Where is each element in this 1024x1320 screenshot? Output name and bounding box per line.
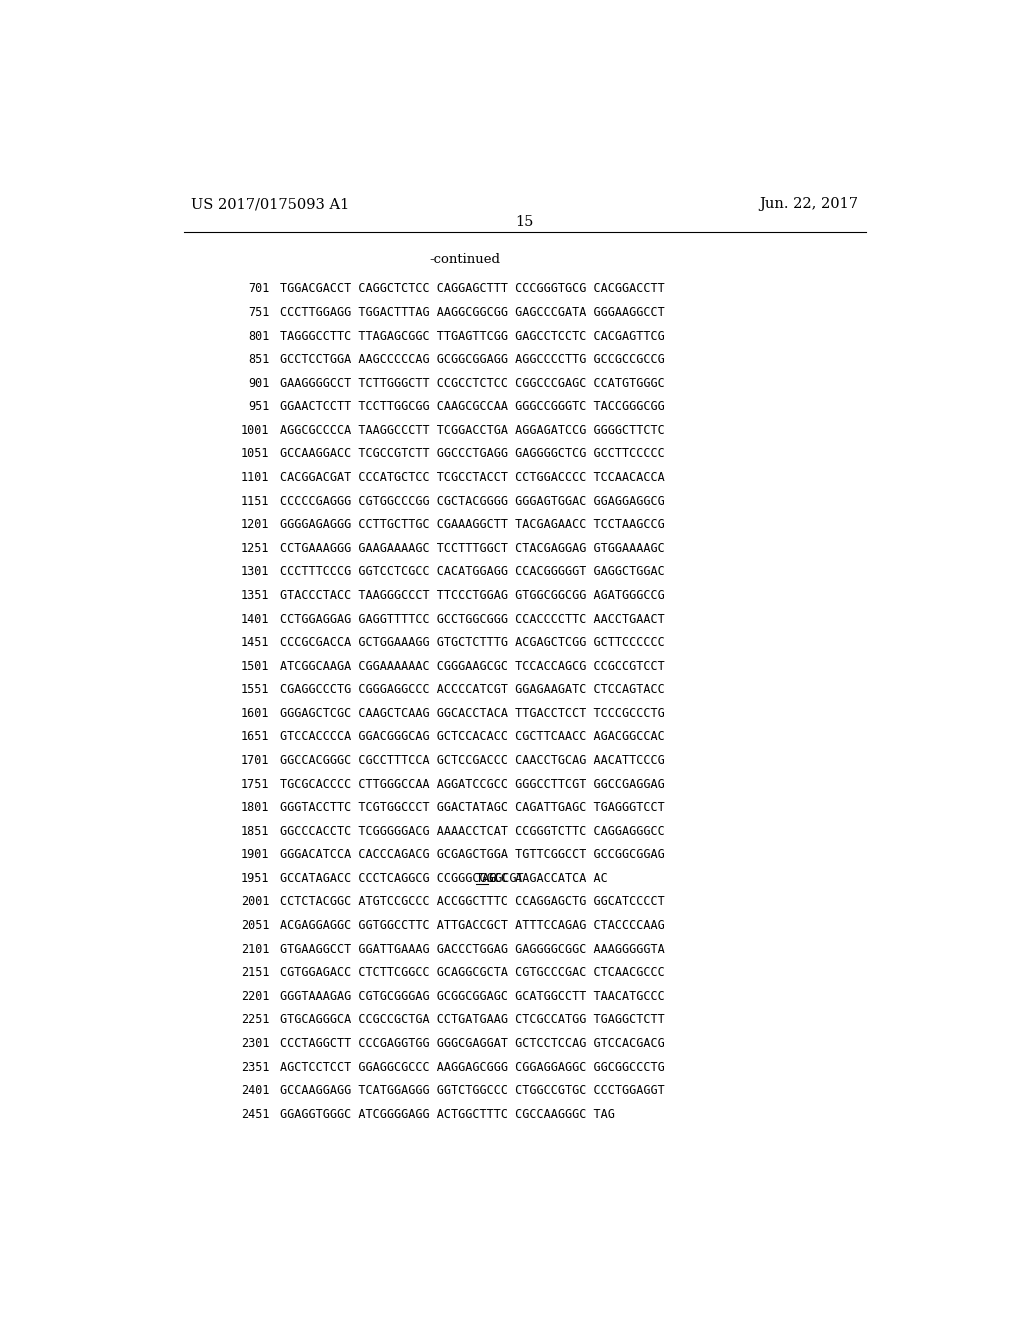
Text: 2101: 2101: [241, 942, 269, 956]
Text: 1201: 1201: [241, 519, 269, 531]
Text: 2251: 2251: [241, 1014, 269, 1027]
Text: GGGTACCTTC TCGTGGCCCT GGACTATAGC CAGATTGAGC TGAGGGTCCT: GGGTACCTTC TCGTGGCCCT GGACTATAGC CAGATTG…: [281, 801, 666, 814]
Text: GGGACATCCA CACCCAGACG GCGAGCTGGA TGTTCGGCCT GCCGGCGGAG: GGGACATCCA CACCCAGACG GCGAGCTGGA TGTTCGG…: [281, 849, 666, 862]
Text: TGGACGACCT CAGGCTCTCC CAGGAGCTTT CCCGGGTGCG CACGGACCTT: TGGACGACCT CAGGCTCTCC CAGGAGCTTT CCCGGGT…: [281, 282, 666, 296]
Text: GGGGAGAGGG CCTTGCTTGC CGAAAGGCTT TACGAGAACC TCCTAAGCCG: GGGGAGAGGG CCTTGCTTGC CGAAAGGCTT TACGAGA…: [281, 519, 666, 531]
Text: GGCCCACCTC TCGGGGGACG AAAACCTCAT CCGGGTCTTC CAGGAGGGCC: GGCCCACCTC TCGGGGGACG AAAACCTCAT CCGGGTC…: [281, 825, 666, 838]
Text: US 2017/0175093 A1: US 2017/0175093 A1: [191, 197, 350, 211]
Text: GGAGGTGGGC ATCGGGGAGG ACTGGCTTTC CGCCAAGGGC TAG: GGAGGTGGGC ATCGGGGAGG ACTGGCTTTC CGCCAAG…: [281, 1107, 615, 1121]
Text: 1651: 1651: [241, 730, 269, 743]
Text: ACGAGGAGGC GGTGGCCTTC ATTGACCGCT ATTTCCAGAG CTACCCCAAG: ACGAGGAGGC GGTGGCCTTC ATTGACCGCT ATTTCCA…: [281, 919, 666, 932]
Text: AGCTCCTCCT GGAGGCGCCC AAGGAGCGGG CGGAGGAGGC GGCGGCCCTG: AGCTCCTCCT GGAGGCGCCC AAGGAGCGGG CGGAGGA…: [281, 1060, 666, 1073]
Text: 2301: 2301: [241, 1038, 269, 1049]
Text: GGGAGCTCGC CAAGCTCAAG GGCACCTACA TTGACCTCCT TCCCGCCCTG: GGGAGCTCGC CAAGCTCAAG GGCACCTACA TTGACCT…: [281, 706, 666, 719]
Text: CCCCCGAGGG CGTGGCCCGG CGCTACGGGG GGGAGTGGAC GGAGGAGGCG: CCCCCGAGGG CGTGGCCCGG CGCTACGGGG GGGAGTG…: [281, 495, 666, 508]
Text: 851: 851: [248, 354, 269, 366]
Text: GTGAAGGCCT GGATTGAAAG GACCCTGGAG GAGGGGCGGC AAAGGGGGTA: GTGAAGGCCT GGATTGAAAG GACCCTGGAG GAGGGGC…: [281, 942, 666, 956]
Text: 15: 15: [516, 215, 534, 230]
Text: GGAACTCCTT TCCTTGGCGG CAAGCGCCAA GGGCCGGGTC TACCGGGCGG: GGAACTCCTT TCCTTGGCGG CAAGCGCCAA GGGCCGG…: [281, 400, 666, 413]
Text: CCCTAGGCTT CCCGAGGTGG GGGCGAGGAT GCTCCTCCAG GTCCACGACG: CCCTAGGCTT CCCGAGGTGG GGGCGAGGAT GCTCCTC…: [281, 1038, 666, 1049]
Text: GTGCAGGGCA CCGCCGCTGA CCTGATGAAG CTCGCCATGG TGAGGCTCTT: GTGCAGGGCA CCGCCGCTGA CCTGATGAAG CTCGCCA…: [281, 1014, 666, 1027]
Text: 2151: 2151: [241, 966, 269, 979]
Text: 2401: 2401: [241, 1084, 269, 1097]
Text: TAGGGCCTTC TTAGAGCGGC TTGAGTTCGG GAGCCTCCTC CACGAGTTCG: TAGGGCCTTC TTAGAGCGGC TTGAGTTCGG GAGCCTC…: [281, 330, 666, 343]
Text: GCCATAGACC CCCTCAGGCG CCGGGCGGCC AAGACCATCA AC: GCCATAGACC CCCTCAGGCG CCGGGCGGCC AAGACCA…: [281, 873, 608, 884]
Text: Jun. 22, 2017: Jun. 22, 2017: [759, 197, 858, 211]
Text: 1751: 1751: [241, 777, 269, 791]
Text: 1851: 1851: [241, 825, 269, 838]
Text: 701: 701: [248, 282, 269, 296]
Text: 1301: 1301: [241, 565, 269, 578]
Text: TAC: TAC: [476, 873, 497, 884]
Text: 1901: 1901: [241, 849, 269, 862]
Text: 1251: 1251: [241, 541, 269, 554]
Text: 801: 801: [248, 330, 269, 343]
Text: GTCCACCCCA GGACGGGCAG GCTCCACACC CGCTTCAACC AGACGGCCAC: GTCCACCCCA GGACGGGCAG GCTCCACACC CGCTTCA…: [281, 730, 666, 743]
Text: CCCTTTCCCG GGTCCTCGCC CACATGGAGG CCACGGGGGT GAGGCTGGAC: CCCTTTCCCG GGTCCTCGCC CACATGGAGG CCACGGG…: [281, 565, 666, 578]
Text: 1001: 1001: [241, 424, 269, 437]
Text: 2051: 2051: [241, 919, 269, 932]
Text: TGCGCACCCC CTTGGGCCAA AGGATCCGCC GGGCCTTCGT GGCCGAGGAG: TGCGCACCCC CTTGGGCCAA AGGATCCGCC GGGCCTT…: [281, 777, 666, 791]
Text: 2351: 2351: [241, 1060, 269, 1073]
Text: CCCTTGGAGG TGGACTTTAG AAGGCGGCGG GAGCCCGATA GGGAAGGCCT: CCCTTGGAGG TGGACTTTAG AAGGCGGCGG GAGCCCG…: [281, 306, 666, 319]
Text: GGCCACGGGC CGCCTTTCCA GCTCCGACCC CAACCTGCAG AACATTCCCG: GGCCACGGGC CGCCTTTCCA GCTCCGACCC CAACCTG…: [281, 754, 666, 767]
Text: 1051: 1051: [241, 447, 269, 461]
Text: CCTGAAAGGG GAAGAAAAGC TCCTTTGGCT CTACGAGGAG GTGGAAAAGC: CCTGAAAGGG GAAGAAAAGC TCCTTTGGCT CTACGAG…: [281, 541, 666, 554]
Text: 1601: 1601: [241, 706, 269, 719]
Text: 1551: 1551: [241, 684, 269, 696]
Text: CGAGGCCCTG CGGGAGGCCC ACCCCATCGT GGAGAAGATC CTCCAGTACC: CGAGGCCCTG CGGGAGGCCC ACCCCATCGT GGAGAAG…: [281, 684, 666, 696]
Text: 751: 751: [248, 306, 269, 319]
Text: 1701: 1701: [241, 754, 269, 767]
Text: GGCGT: GGCGT: [488, 873, 524, 884]
Text: GTACCCTACC TAAGGGCCCT TTCCCTGGAG GTGGCGGCGG AGATGGGCCG: GTACCCTACC TAAGGGCCCT TTCCCTGGAG GTGGCGG…: [281, 589, 666, 602]
Text: GGGTAAAGAG CGTGCGGGAG GCGGCGGAGC GCATGGCCTT TAACATGCCC: GGGTAAAGAG CGTGCGGGAG GCGGCGGAGC GCATGGC…: [281, 990, 666, 1003]
Text: GCCTCCTGGA AAGCCCCCAG GCGGCGGAGG AGGCCCCTTG GCCGCCGCCG: GCCTCCTGGA AAGCCCCCAG GCGGCGGAGG AGGCCCC…: [281, 354, 666, 366]
Text: 2201: 2201: [241, 990, 269, 1003]
Text: 951: 951: [248, 400, 269, 413]
Text: CCTCTACGGC ATGTCCGCCC ACCGGCTTTC CCAGGAGCTG GGCATCCCCT: CCTCTACGGC ATGTCCGCCC ACCGGCTTTC CCAGGAG…: [281, 895, 666, 908]
Text: 1401: 1401: [241, 612, 269, 626]
Text: 2001: 2001: [241, 895, 269, 908]
Text: 2451: 2451: [241, 1107, 269, 1121]
Text: CCTGGAGGAG GAGGTTTTCC GCCTGGCGGG CCACCCCTTC AACCTGAACT: CCTGGAGGAG GAGGTTTTCC GCCTGGCGGG CCACCCC…: [281, 612, 666, 626]
Text: CACGGACGAT CCCATGCTCC TCGCCTACCT CCTGGACCCC TCCAACACCA: CACGGACGAT CCCATGCTCC TCGCCTACCT CCTGGAC…: [281, 471, 666, 484]
Text: GCCAAGGAGG TCATGGAGGG GGTCTGGCCC CTGGCCGTGC CCCTGGAGGT: GCCAAGGAGG TCATGGAGGG GGTCTGGCCC CTGGCCG…: [281, 1084, 666, 1097]
Text: GCCAAGGACC TCGCCGTCTT GGCCCTGAGG GAGGGGCTCG GCCTTCCCCC: GCCAAGGACC TCGCCGTCTT GGCCCTGAGG GAGGGGC…: [281, 447, 666, 461]
Text: 1451: 1451: [241, 636, 269, 649]
Text: ATCGGCAAGA CGGAAAAAAC CGGGAAGCGC TCCACCAGCG CCGCCGTCCT: ATCGGCAAGA CGGAAAAAAC CGGGAAGCGC TCCACCA…: [281, 660, 666, 673]
Text: -continued: -continued: [430, 253, 501, 265]
Text: 1151: 1151: [241, 495, 269, 508]
Text: 1351: 1351: [241, 589, 269, 602]
Text: GAAGGGGCCT TCTTGGGCTT CCGCCTCTCC CGGCCCGAGC CCATGTGGGC: GAAGGGGCCT TCTTGGGCTT CCGCCTCTCC CGGCCCG…: [281, 376, 666, 389]
Text: 901: 901: [248, 376, 269, 389]
Text: 1951: 1951: [241, 873, 269, 884]
Text: AGGCGCCCCA TAAGGCCCTT TCGGACCTGA AGGAGATCCG GGGGCTTCTC: AGGCGCCCCA TAAGGCCCTT TCGGACCTGA AGGAGAT…: [281, 424, 666, 437]
Text: 1801: 1801: [241, 801, 269, 814]
Text: CGTGGAGACC CTCTTCGGCC GCAGGCGCTA CGTGCCCGAC CTCAACGCCC: CGTGGAGACC CTCTTCGGCC GCAGGCGCTA CGTGCCC…: [281, 966, 666, 979]
Text: 1501: 1501: [241, 660, 269, 673]
Text: CCCGCGACCA GCTGGAAAGG GTGCTCTTTG ACGAGCTCGG GCTTCCCCCC: CCCGCGACCA GCTGGAAAGG GTGCTCTTTG ACGAGCT…: [281, 636, 666, 649]
Text: 1101: 1101: [241, 471, 269, 484]
